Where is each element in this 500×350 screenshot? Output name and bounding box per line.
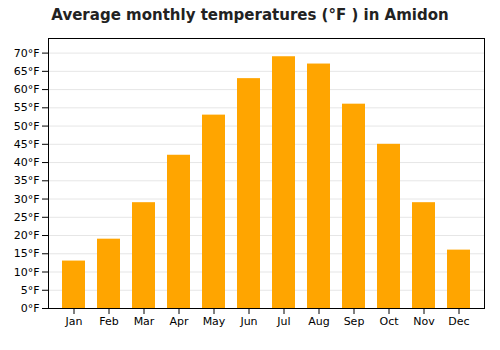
svg-text:45°F: 45°F bbox=[14, 138, 40, 151]
svg-text:Apr: Apr bbox=[169, 315, 189, 328]
svg-text:Dec: Dec bbox=[448, 315, 469, 328]
svg-text:40°F: 40°F bbox=[14, 156, 40, 169]
svg-text:0°F: 0°F bbox=[21, 302, 40, 315]
svg-text:Jan: Jan bbox=[65, 315, 83, 328]
svg-text:Mar: Mar bbox=[134, 315, 155, 328]
svg-text:35°F: 35°F bbox=[14, 174, 40, 187]
svg-text:Nov: Nov bbox=[413, 315, 435, 328]
svg-text:Jun: Jun bbox=[239, 315, 257, 328]
svg-text:Aug: Aug bbox=[308, 315, 329, 328]
svg-text:5°F: 5°F bbox=[21, 284, 40, 297]
svg-text:Feb: Feb bbox=[99, 315, 118, 328]
svg-text:Oct: Oct bbox=[379, 315, 399, 328]
svg-text:Sep: Sep bbox=[344, 315, 365, 328]
html-text:Average monthly temperatures (: Average monthly temperatures (°F ) in Am… bbox=[51, 6, 449, 24]
svg-text:60°F: 60°F bbox=[14, 83, 40, 96]
svg-text:25°F: 25°F bbox=[14, 211, 40, 224]
svg-text:10°F: 10°F bbox=[14, 266, 40, 279]
svg-text:70°F: 70°F bbox=[14, 47, 40, 60]
svg-text:30°F: 30°F bbox=[14, 193, 40, 206]
svg-text:Jul: Jul bbox=[276, 315, 290, 328]
svg-text:65°F: 65°F bbox=[14, 65, 40, 78]
svg-text:15°F: 15°F bbox=[14, 247, 40, 260]
svg-text:50°F: 50°F bbox=[14, 120, 40, 133]
svg-text:20°F: 20°F bbox=[14, 229, 40, 242]
svg-text:55°F: 55°F bbox=[14, 101, 40, 114]
svg-text:May: May bbox=[203, 315, 226, 328]
